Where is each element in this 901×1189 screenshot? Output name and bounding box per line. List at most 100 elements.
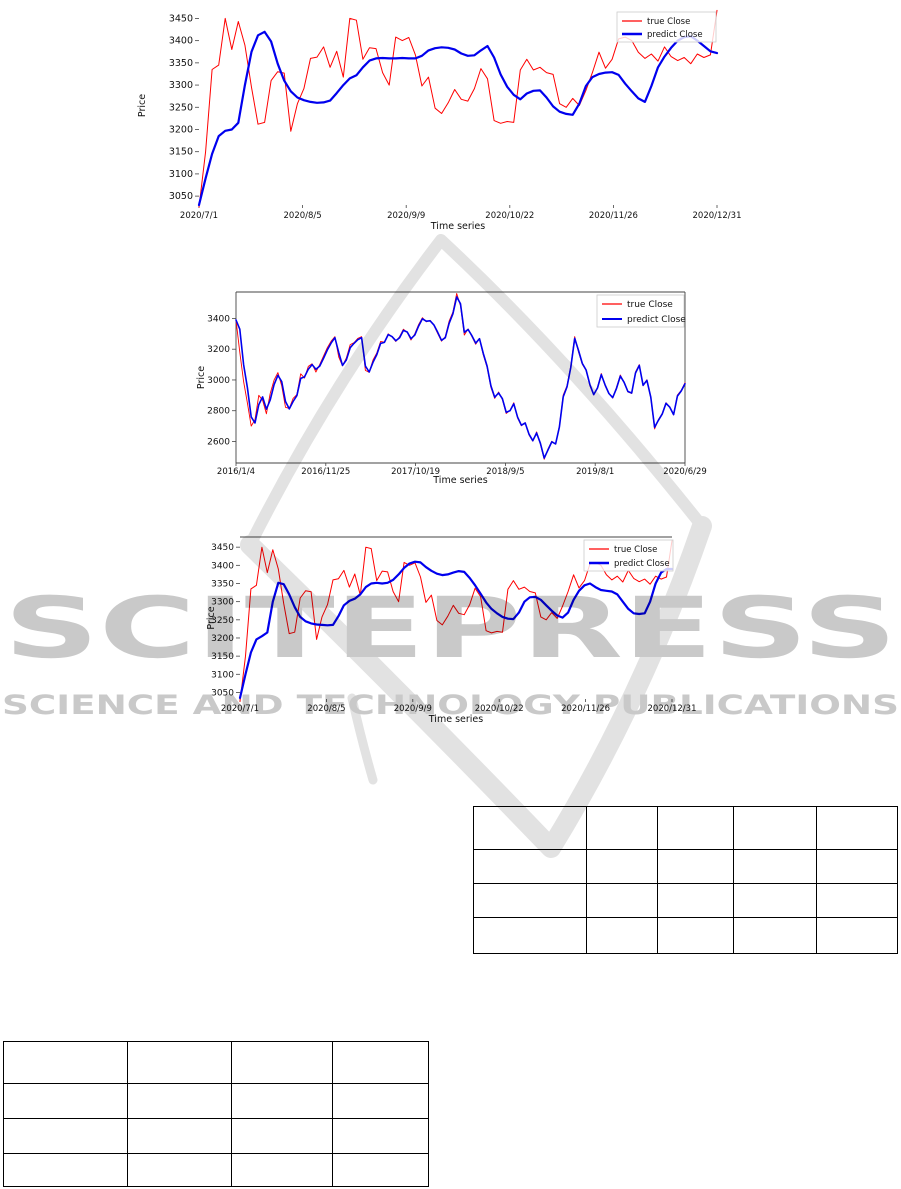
- y-tick-label: 2600: [207, 437, 230, 447]
- x-tick-label: 2020/6/29: [663, 467, 707, 477]
- x-axis-title: Time series: [430, 221, 485, 232]
- x-tick-label: 2020/8/5: [284, 211, 322, 221]
- table-cell: [332, 1041, 429, 1084]
- y-tick-label: 3400: [207, 314, 230, 324]
- y-tick-label: 3350: [169, 58, 193, 69]
- table-cell: [127, 1153, 232, 1187]
- table-cell: [473, 849, 587, 884]
- y-tick-label: 3050: [211, 688, 234, 698]
- legend: true Close predict Close: [616, 11, 717, 43]
- table-cell: [3, 1153, 128, 1187]
- table-cell: [231, 1153, 333, 1187]
- y-tick-label: 3100: [169, 169, 193, 180]
- y-tick-label: 3300: [169, 80, 193, 91]
- results-table-bottom-left: [3, 1041, 429, 1187]
- table-cell: [332, 1153, 429, 1187]
- table-cell: [657, 806, 734, 850]
- table-cell: [332, 1118, 429, 1154]
- x-axis-title: Time series: [428, 714, 483, 725]
- y-tick-label: 3450: [169, 13, 193, 24]
- y-tick-label: 3200: [211, 634, 234, 644]
- x-tick-label: 2020/9/9: [394, 704, 432, 714]
- table-cell: [657, 917, 734, 954]
- y-axis-title: Price: [196, 366, 207, 389]
- legend-label: true Close: [647, 17, 690, 27]
- table-cell: [657, 883, 734, 918]
- table-cell: [733, 883, 817, 918]
- chart-middle: 2600 2800 3000 3200 3400 2016/1/4 2016/11/25 20…: [196, 291, 707, 486]
- table-cell: [816, 917, 898, 954]
- x-tick-label: 2020/12/31: [648, 704, 697, 714]
- legend: true Close predict Close: [596, 294, 686, 328]
- legend-label: true Close: [614, 545, 657, 555]
- x-tick-label: 2020/7/1: [180, 211, 218, 221]
- table-cell: [231, 1041, 333, 1084]
- table-cell: [586, 917, 658, 954]
- x-tick-label: 2016/11/25: [301, 467, 350, 477]
- table-cell: [473, 883, 587, 918]
- x-tick-label: 2020/9/9: [387, 211, 425, 221]
- table-cell: [332, 1083, 429, 1119]
- x-tick-label: 2020/12/31: [693, 211, 742, 221]
- x-tick-label: 2016/1/4: [217, 467, 255, 477]
- legend-box: [616, 11, 717, 43]
- y-tick-label: 3050: [169, 191, 193, 202]
- x-tick-label: 2020/11/26: [561, 704, 610, 714]
- x-tick-label: 2020/10/22: [485, 211, 534, 221]
- x-tick-label: 2020/8/5: [307, 704, 345, 714]
- legend: true Close predict Close: [583, 539, 674, 572]
- legend-label: predict Close: [614, 559, 670, 569]
- table-row: [3, 1041, 429, 1084]
- table-cell: [586, 883, 658, 918]
- table-cell: [733, 849, 817, 884]
- table-cell: [473, 917, 587, 954]
- y-axis-title: Price: [206, 606, 217, 629]
- table-cell: [816, 883, 898, 918]
- series-predict-close: [197, 30, 719, 207]
- table-cell: [231, 1083, 333, 1119]
- y-tick-label: 3150: [211, 652, 234, 662]
- y-tick-label: 3250: [169, 102, 193, 113]
- x-tick-label: 2020/7/1: [221, 704, 259, 714]
- table-cell: [733, 917, 817, 954]
- table-row: [3, 1153, 429, 1187]
- y-tick-label: 3250: [211, 616, 234, 626]
- y-tick-label: 3000: [207, 376, 230, 386]
- x-tick-label: 2020/10/22: [475, 704, 524, 714]
- y-tick-label: 3350: [211, 579, 234, 589]
- y-tick-label: 3150: [169, 147, 193, 158]
- x-tick-label: 2020/11/26: [589, 211, 638, 221]
- table-cell: [3, 1118, 128, 1154]
- table-cell: [3, 1083, 128, 1119]
- table-row: [473, 806, 898, 850]
- y-tick-label: 3200: [169, 124, 193, 135]
- series-predict-close: [238, 560, 674, 700]
- chart-bottom: 3050 3100 3150 3200 3250 3300 3350 3400 3450 2020…: [206, 536, 697, 725]
- x-tick-label: 2018/9/5: [486, 467, 524, 477]
- table-cell: [816, 806, 898, 850]
- table-cell: [231, 1118, 333, 1154]
- legend-label: predict Close: [647, 30, 703, 40]
- x-axis-title: Time series: [432, 475, 487, 486]
- y-tick-label: 3400: [211, 561, 234, 571]
- y-tick-label: 3400: [169, 36, 193, 47]
- table-row: [473, 883, 898, 918]
- y-tick-label: 3200: [207, 345, 230, 355]
- y-tick-label: 3300: [211, 598, 234, 608]
- table-cell: [586, 806, 658, 850]
- results-table-right: [473, 806, 898, 954]
- table-cell: [127, 1041, 232, 1084]
- table-cell: [657, 849, 734, 884]
- table-row: [473, 849, 898, 884]
- legend-label: true Close: [627, 300, 673, 310]
- table-cell: [127, 1083, 232, 1119]
- legend-label: predict Close: [627, 315, 686, 325]
- y-tick-label: 3100: [211, 670, 234, 680]
- y-axis-title: Price: [137, 94, 148, 117]
- table-cell: [127, 1118, 232, 1154]
- table-cell: [816, 849, 898, 884]
- table-row: [3, 1083, 429, 1119]
- table-cell: [3, 1041, 128, 1084]
- table-row: [473, 917, 898, 954]
